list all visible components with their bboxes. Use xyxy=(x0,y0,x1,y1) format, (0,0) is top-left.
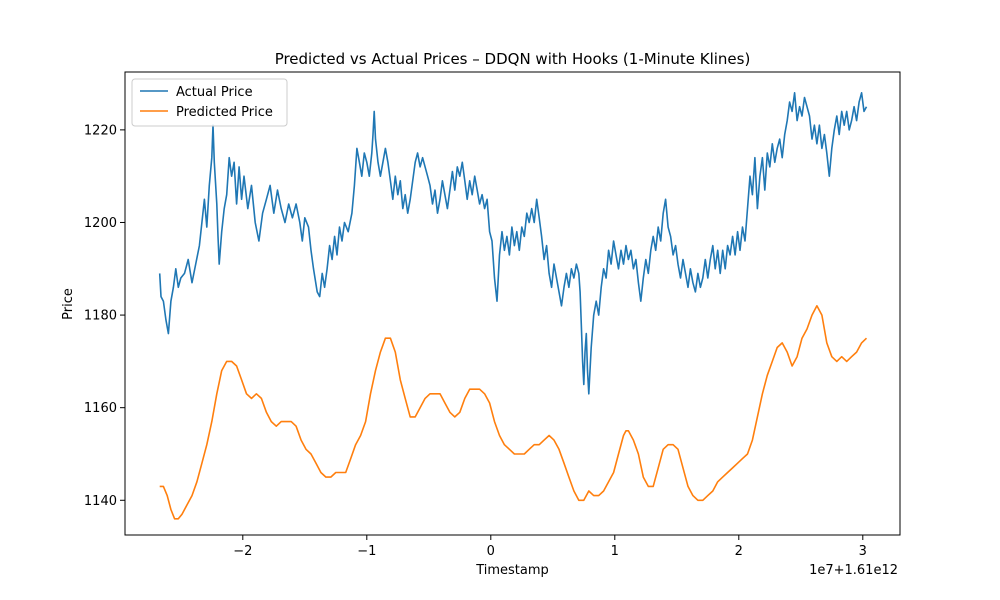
y-tick-label: 1160 xyxy=(84,401,117,416)
y-tick-label: 1200 xyxy=(84,216,117,231)
x-tick-label: −2 xyxy=(233,544,252,559)
x-tick-label: 1 xyxy=(611,544,619,559)
series-line-predicted-price xyxy=(159,304,868,520)
legend: Actual Price Predicted Price xyxy=(131,78,288,127)
y-axis-label: Price xyxy=(61,288,76,320)
legend-label-actual: Actual Price xyxy=(176,85,253,100)
series-layer xyxy=(158,92,868,520)
x-tick-label: 2 xyxy=(735,544,743,559)
y-tick-label: 1220 xyxy=(84,123,117,138)
x-tick-label: −1 xyxy=(357,544,376,559)
chart-title: Predicted vs Actual Prices – DDQN with H… xyxy=(275,50,751,68)
legend-box xyxy=(131,78,288,127)
series-line-actual-price xyxy=(158,92,868,395)
y-tick-label: 1140 xyxy=(84,494,117,509)
plot-area xyxy=(124,71,901,536)
y-axis: 1140 1160 1180 1200 1220 xyxy=(84,123,125,509)
axes-frame xyxy=(124,71,901,536)
x-tick-label: 0 xyxy=(487,544,495,559)
legend-label-predicted: Predicted Price xyxy=(176,105,273,120)
y-tick-label: 1180 xyxy=(84,309,117,324)
x-axis: −2 −1 0 1 2 3 xyxy=(233,535,867,559)
x-tick-label: 3 xyxy=(859,544,867,559)
x-axis-label: Timestamp xyxy=(475,563,549,578)
x-axis-offset-label: 1e7+1.61e12 xyxy=(809,563,898,578)
